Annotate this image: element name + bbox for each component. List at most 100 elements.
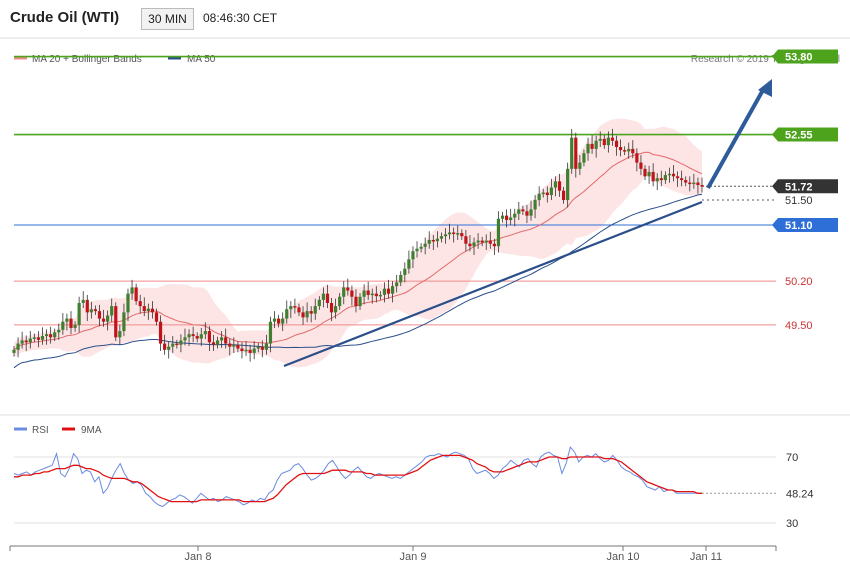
candle-body [692,182,696,185]
candle-body [460,233,464,237]
candle [317,296,321,310]
candle-body [570,137,574,169]
candle [692,173,696,189]
candle-body [236,344,240,349]
candle-body [232,344,236,347]
level-label-support: 50.20 [785,276,813,288]
candle [28,331,32,349]
candle [224,328,228,349]
candle-body [73,324,77,328]
trend-line [283,200,703,368]
candle-body [545,192,549,196]
candle [175,339,179,349]
candle-body [696,182,700,186]
candle-body [370,293,374,296]
candle [431,234,435,250]
candle-body [651,171,655,182]
candle-body [358,296,362,307]
candle [203,322,207,340]
candle-body [158,321,163,344]
candle [688,176,692,192]
candle [647,165,651,184]
candle [553,176,558,197]
candle [101,309,106,327]
candle-body [399,274,403,283]
candle-body [415,248,419,252]
candle-body [594,140,598,149]
candle-body [69,318,73,328]
candle [272,311,277,328]
candle [215,336,220,349]
candle [468,234,472,252]
candle-body [447,232,452,235]
candle [627,142,631,159]
candle-body [366,290,370,295]
candle [93,305,98,315]
candle-body [171,343,175,347]
candle [338,293,342,310]
candle-body [407,259,411,269]
candle [456,225,460,240]
candle [110,298,114,322]
candle-body [582,153,586,163]
candle-body [301,312,305,318]
candle-body [268,321,273,344]
candle [40,327,45,345]
candle [423,237,427,255]
candle-body [578,162,582,169]
candle-body [541,192,545,195]
candle [529,200,533,221]
candle-body [602,138,606,146]
candle-body [443,234,448,237]
candle-body [106,315,110,322]
candle-body [525,211,529,216]
candle [382,282,387,303]
candle-body [285,309,289,319]
candle-body [484,240,488,243]
candle-body [655,178,659,182]
candle [256,342,260,353]
chart-header: Crude Oil (WTI) 30 MIN 08:46:30 CET [0,0,850,38]
candle [586,137,590,161]
candle-body [574,137,578,169]
candle-body [297,307,301,313]
rsi-tick-label: 70 [786,452,798,464]
candle [537,186,541,207]
candle-body [325,293,330,303]
candle [395,274,399,293]
candle [602,135,606,149]
candle [16,337,20,358]
candle-body [32,337,36,339]
candle [399,271,403,287]
candle-body [81,299,85,303]
instrument-title: Crude Oil (WTI) [10,9,120,26]
candle-body [427,239,431,244]
candle-body [513,213,517,218]
candle [606,131,610,153]
candle-body [362,290,366,297]
candle-body [57,329,61,333]
candle-body [492,243,496,247]
candle-body [391,286,395,294]
candle [525,205,529,224]
candle [696,177,700,194]
candle-body [281,318,285,324]
level-value: 52.55 [785,130,813,142]
candle-body [549,187,553,196]
candle [236,341,240,353]
candle-body [329,303,334,313]
candle-body [680,178,684,181]
candle-body [122,312,126,332]
candle [557,173,562,197]
candle-body [195,336,199,339]
candle-body [639,162,643,169]
candle [435,231,439,248]
timeframe-selector[interactable]: 30 MIN [141,8,194,30]
candle-body [468,243,472,247]
candle [570,128,574,174]
candle-body [659,178,663,181]
candle-body [411,251,415,260]
candle [163,334,167,355]
candle [411,246,415,269]
candle-body [101,318,106,322]
